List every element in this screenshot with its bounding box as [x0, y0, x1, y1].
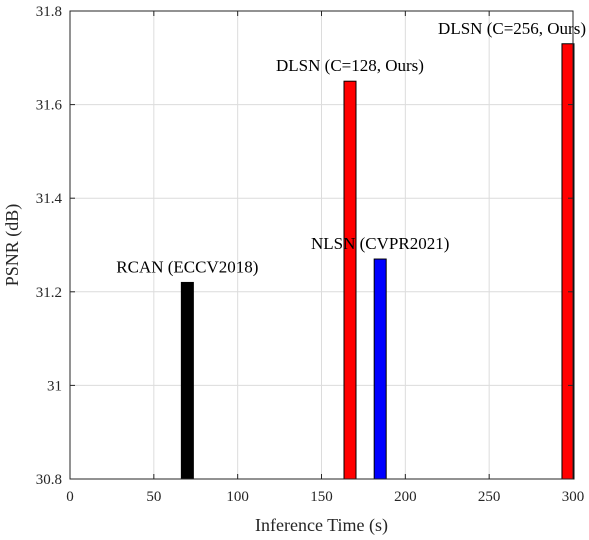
y-tick-label: 31: [47, 378, 62, 394]
y-tick-label: 30.8: [36, 472, 62, 488]
bar: [373, 258, 387, 480]
y-axis-title: PSNR (dB): [2, 204, 23, 287]
bar-label: DLSN (C=128, Ours): [276, 56, 424, 75]
y-tick-label: 31.6: [36, 98, 63, 114]
bar: [561, 43, 575, 480]
bar: [343, 80, 357, 480]
bars: [180, 43, 575, 480]
y-tick-label: 31.2: [36, 285, 62, 301]
bar-label: NLSN (CVPR2021): [311, 234, 449, 253]
x-tick-label: 100: [226, 489, 249, 505]
data-labels: RCAN (ECCV2018) DLSN (C=128, Ours) NLSN (C…: [116, 19, 586, 277]
ticks: 0 50 100 150 200 250 300 30.8 31 31.2 31.4 31.6 31.8: [36, 4, 585, 505]
y-tick-label: 31.8: [36, 4, 62, 20]
x-tick-label: 150: [310, 489, 333, 505]
bar: [180, 281, 194, 480]
x-tick-label: 50: [146, 489, 161, 505]
bar-label: RCAN (ECCV2018): [116, 257, 258, 276]
bar-label: DLSN (C=256, Ours): [438, 19, 586, 38]
y-tick-label: 31.4: [36, 191, 63, 207]
x-tick-label: 250: [478, 489, 501, 505]
x-tick-label: 0: [66, 489, 74, 505]
x-tick-label: 300: [562, 489, 585, 505]
x-tick-label: 200: [394, 489, 417, 505]
x-axis-title: Inference Time (s): [255, 515, 388, 536]
